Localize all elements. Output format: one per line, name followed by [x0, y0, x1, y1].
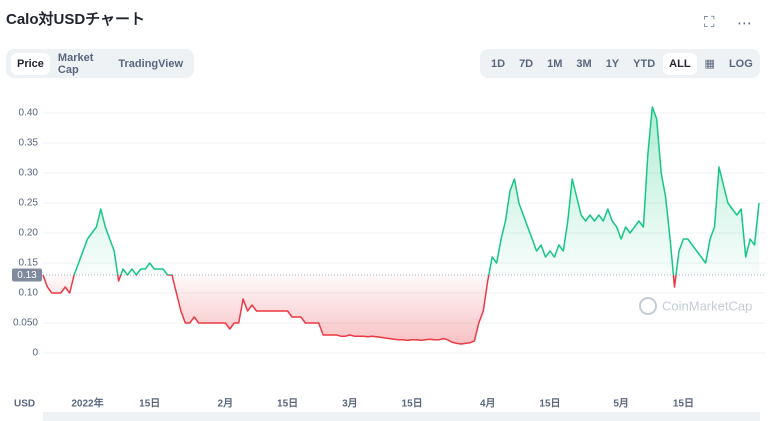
baseline-label: 0.13 — [17, 270, 37, 281]
watermark-text: CoinMarketCap — [662, 298, 752, 313]
navigator — [43, 412, 760, 421]
range-group: 1D 7D 1M 3M 1Y YTD ALL ▦ LOG — [480, 49, 760, 78]
tab[interactable]: Market Cap — [57, 51, 94, 76]
x-tick-label: 2月 — [218, 398, 234, 410]
watermark: CoinMarketCap — [639, 297, 752, 315]
y-tick-label: 0.40 — [19, 108, 39, 119]
x-tick-label: 4月 — [480, 398, 496, 410]
range-button[interactable]: 1M — [547, 57, 563, 70]
y-tick-label: 0.050 — [13, 318, 38, 329]
more-icon[interactable]: ⋯ — [737, 15, 752, 32]
range-button[interactable]: 3M — [576, 57, 592, 70]
range-button[interactable]: ALL — [663, 52, 697, 75]
y-tick-label: 0.35 — [19, 138, 39, 149]
x-tick-label: 3月 — [342, 398, 358, 410]
x-tick-label: 15日 — [673, 398, 694, 410]
x-tick-label: 5月 — [613, 398, 629, 410]
x-tick-label: 15日 — [539, 398, 560, 410]
tab[interactable]: TradingView — [118, 57, 183, 70]
fullscreen-icon[interactable]: ⛶ — [704, 14, 715, 31]
x-tick-label: 15日 — [277, 398, 298, 410]
x-tick-label: 15日 — [402, 398, 423, 410]
x-tick-label: 2022年 — [71, 397, 103, 410]
baseline-label-box — [12, 268, 42, 282]
area — [43, 107, 759, 344]
y-tick-label: 0 — [32, 348, 38, 359]
y-tick-label: 0.10 — [19, 288, 39, 299]
range-button[interactable]: 1D — [491, 57, 506, 70]
calendar-icon[interactable]: ▦ — [704, 58, 715, 70]
range-button[interactable]: 1Y — [605, 57, 620, 70]
log-button[interactable]: LOG — [728, 57, 753, 70]
y-tick-label: 0.20 — [19, 228, 39, 239]
range-button[interactable]: YTD — [633, 57, 656, 70]
price-line — [42, 106, 760, 345]
x-axis-label: USD — [14, 399, 35, 410]
tab[interactable]: Price — [11, 52, 50, 75]
range-button[interactable]: 7D — [519, 57, 534, 70]
y-tick-label: 0.30 — [19, 168, 39, 179]
y-tick-label: 0.15 — [19, 258, 39, 269]
y-tick-label: 0.25 — [19, 198, 39, 209]
chart-title: Calo対USDチャート — [6, 11, 146, 28]
tab-group: Price Market Cap TradingView — [6, 49, 194, 78]
x-tick-label: 15日 — [139, 398, 160, 410]
